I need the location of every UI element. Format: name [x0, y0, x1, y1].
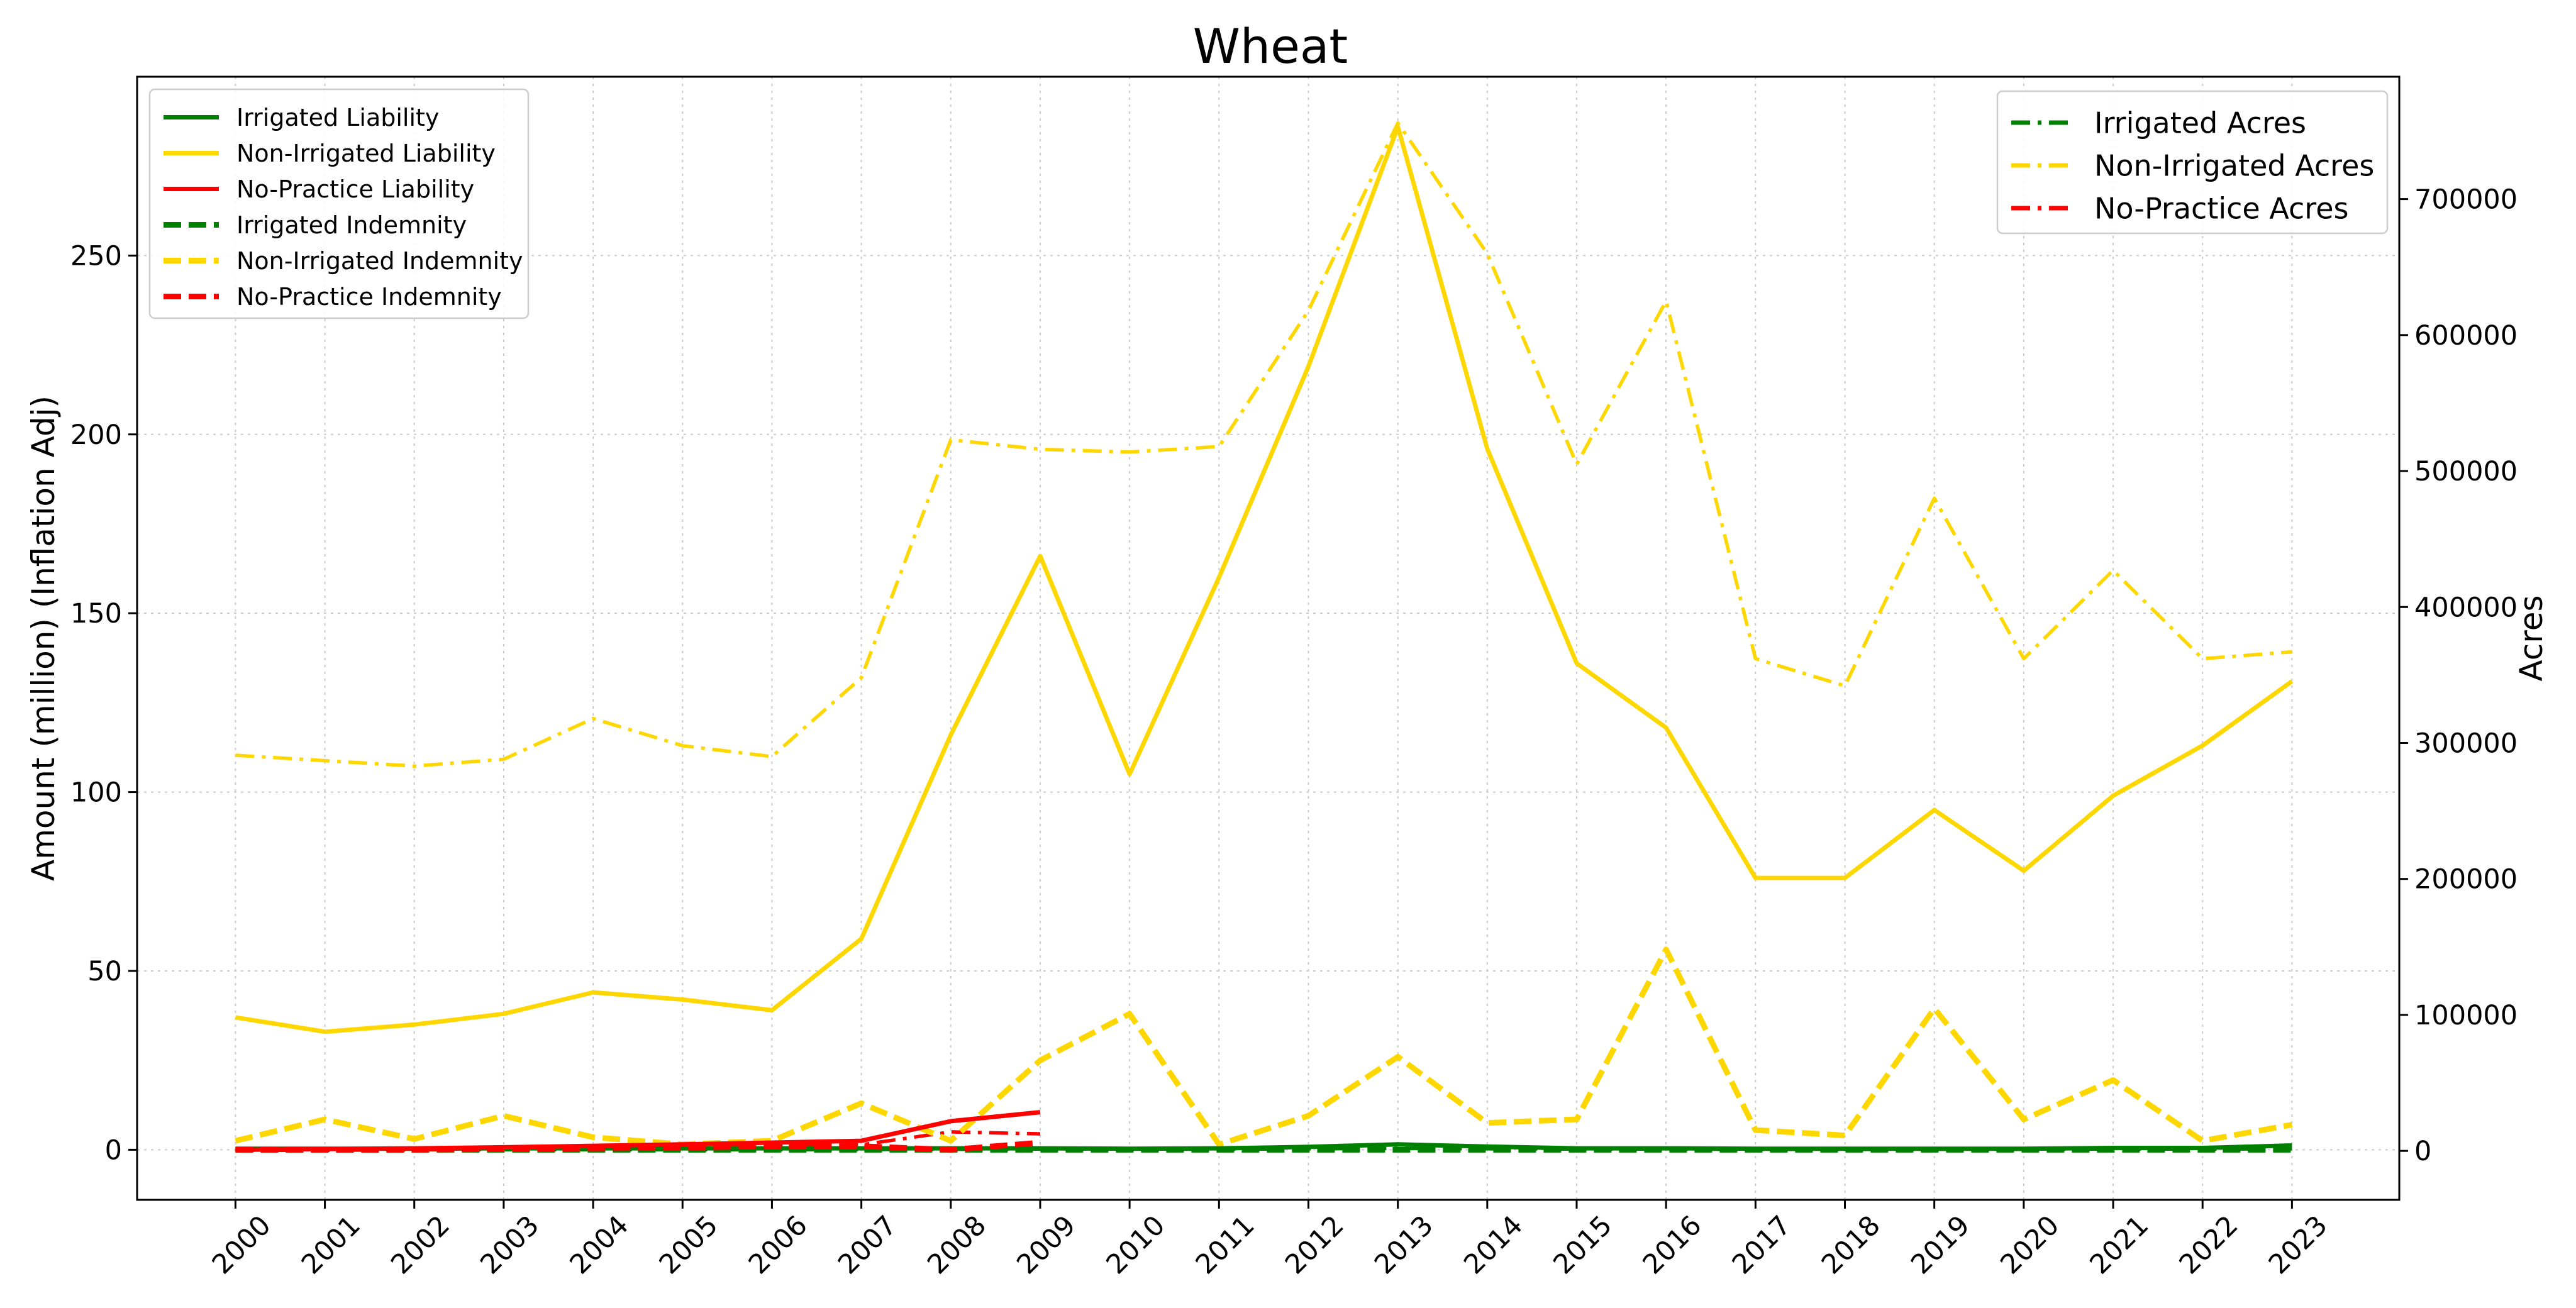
- series-layer: [235, 121, 2294, 1153]
- y2-axis-label: Acres: [2513, 595, 2550, 681]
- legend-label: Irrigated Liability: [236, 104, 439, 131]
- y2-tick-label: 200000: [2414, 864, 2518, 895]
- y-tick-label: 200: [70, 419, 122, 451]
- y-tick-label: 250: [70, 240, 122, 272]
- y2-tick-label: 500000: [2414, 456, 2518, 487]
- legend-left: Irrigated Liability Non-Irrigated Liabili…: [148, 88, 530, 319]
- y2-tick-label: 600000: [2414, 320, 2518, 352]
- legend-label: No-Practice Acres: [2094, 192, 2348, 226]
- legend-label: Irrigated Acres: [2094, 106, 2306, 140]
- series-non-irrigated-liability: [235, 125, 2294, 1034]
- legend-label: Irrigated Indemnity: [236, 211, 467, 239]
- legend-box: [148, 88, 530, 319]
- y-tick-label: 0: [105, 1134, 122, 1166]
- legend-label: Non-Irrigated Liability: [236, 140, 496, 167]
- plot-frame: [136, 75, 2401, 1201]
- y2-tick-label: 0: [2414, 1136, 2431, 1167]
- y2-tick-label: 300000: [2414, 728, 2518, 759]
- y2-tick-label: 700000: [2414, 184, 2518, 216]
- series-no-practice-acres: [235, 1130, 1041, 1153]
- y-tick-label: 150: [70, 598, 122, 629]
- series-non-irrigated-acres: [235, 121, 2292, 768]
- chart-title: Wheat: [1193, 18, 1348, 74]
- y-tick-label: 100: [70, 777, 122, 809]
- y2-tick-label: 100000: [2414, 1000, 2518, 1031]
- legend-right: Irrigated Acres Non-Irrigated Acres No-Pra…: [1996, 90, 2389, 235]
- y-tick-label: 50: [87, 956, 122, 987]
- legend-label: No-Practice Indemnity: [236, 283, 502, 311]
- y2-tick-label: 400000: [2414, 592, 2518, 623]
- legend-label: Non-Irrigated Indemnity: [236, 247, 523, 275]
- series-no-practice-indemnity: [235, 1139, 1041, 1153]
- y-axis-label: Amount (million) (Inflation Adj): [25, 396, 62, 881]
- legend-box: [1996, 90, 2389, 235]
- series-non-irrigated-indemnity: [235, 946, 2293, 1148]
- legend-label: No-Practice Liability: [236, 175, 474, 203]
- legend-label: Non-Irrigated Acres: [2094, 149, 2374, 183]
